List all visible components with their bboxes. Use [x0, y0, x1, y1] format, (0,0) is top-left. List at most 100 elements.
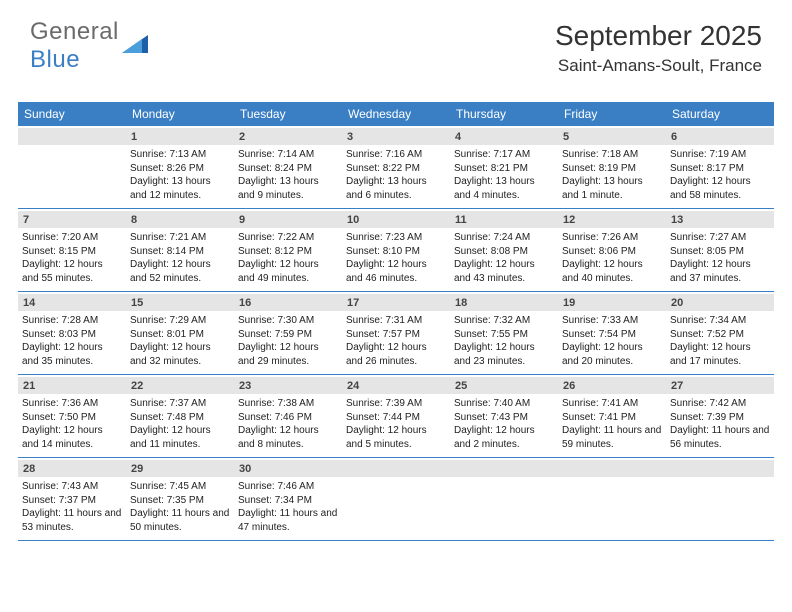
calendar-cell: 21Sunrise: 7:36 AMSunset: 7:50 PMDayligh… [18, 375, 126, 457]
daylight-line: Daylight: 12 hours and 55 minutes. [22, 258, 122, 285]
sunset-line: Sunset: 8:08 PM [454, 245, 554, 259]
day-header-cell: Tuesday [234, 102, 342, 126]
sunset-line: Sunset: 8:10 PM [346, 245, 446, 259]
logo-text-blue: Blue [30, 46, 80, 73]
calendar-cell: 5Sunrise: 7:18 AMSunset: 8:19 PMDaylight… [558, 126, 666, 208]
calendar-cell: 26Sunrise: 7:41 AMSunset: 7:41 PMDayligh… [558, 375, 666, 457]
sunset-line: Sunset: 8:21 PM [454, 162, 554, 176]
calendar-cell: 24 Sunrise: 7:39 AMSunset: 7:44 PMDayligh… [342, 375, 450, 457]
calendar-cell: 3Sunrise: 7:16 AMSunset: 8:22 PMDaylight… [342, 126, 450, 208]
calendar-cell: 16 Sunrise: 7:30 AMSunset: 7:59 PMDayligh… [234, 292, 342, 374]
sunset-line: Sunset: 7:44 PM [346, 411, 446, 425]
daylight-line: Daylight: 12 hours and 2 minutes. [454, 424, 554, 451]
sunset-line: Sunset: 7:34 PM [238, 494, 338, 508]
day-header-cell: Wednesday [342, 102, 450, 126]
sunrise-line: Sunrise: 7:23 AM [346, 231, 446, 245]
sunrise-line: Sunrise: 7:32 AM [454, 314, 554, 328]
calendar-cell [18, 126, 126, 208]
sunset-line: Sunset: 8:06 PM [562, 245, 662, 259]
sunset-line: Sunset: 7:39 PM [670, 411, 770, 425]
calendar-cell: 7Sunrise: 7:20 AMSunset: 8:15 PMDaylight… [18, 209, 126, 291]
sunrise-line: Sunrise: 7:16 AM [346, 148, 446, 162]
day-number: 1 [126, 128, 234, 145]
calendar-cell [666, 458, 774, 540]
calendar-cell: 6Sunrise: 7:19 AMSunset: 8:17 PMDaylight… [666, 126, 774, 208]
sunset-line: Sunset: 8:12 PM [238, 245, 338, 259]
month-title: September 2025 [555, 20, 762, 52]
day-header-cell: Sunday [18, 102, 126, 126]
day-number: 3 [342, 128, 450, 145]
calendar-cell: 4Sunrise: 7:17 AMSunset: 8:21 PMDaylight… [450, 126, 558, 208]
day-number: 22 [126, 377, 234, 394]
calendar-cell: 8Sunrise: 7:21 AMSunset: 8:14 PMDaylight… [126, 209, 234, 291]
sunrise-line: Sunrise: 7:28 AM [22, 314, 122, 328]
calendar-cell: 10 Sunrise: 7:23 AMSunset: 8:10 PMDayligh… [342, 209, 450, 291]
sunset-line: Sunset: 7:57 PM [346, 328, 446, 342]
sunrise-line: Sunrise: 7:34 AM [670, 314, 770, 328]
day-number: 19 [558, 294, 666, 311]
sunset-line: Sunset: 7:59 PM [238, 328, 338, 342]
daylight-line: Daylight: 12 hours and 14 minutes. [22, 424, 122, 451]
sunrise-line: Sunrise: 7:45 AM [130, 480, 230, 494]
sunset-line: Sunset: 7:46 PM [238, 411, 338, 425]
day-number: 29 [126, 460, 234, 477]
day-number: 7 [18, 211, 126, 228]
sunrise-line: Sunrise: 7:26 AM [562, 231, 662, 245]
daylight-line: Daylight: 12 hours and 58 minutes. [670, 175, 770, 202]
day-number: 8 [126, 211, 234, 228]
sunrise-line: Sunrise: 7:41 AM [562, 397, 662, 411]
day-number: 10 [342, 211, 450, 228]
day-number: 12 [558, 211, 666, 228]
daylight-line: Daylight: 12 hours and 20 minutes. [562, 341, 662, 368]
sunrise-line: Sunrise: 7:39 AM [346, 397, 446, 411]
day-number [342, 460, 450, 477]
sunset-line: Sunset: 8:15 PM [22, 245, 122, 259]
day-number: 16 [234, 294, 342, 311]
sunset-line: Sunset: 7:43 PM [454, 411, 554, 425]
day-number: 4 [450, 128, 558, 145]
day-number: 23 [234, 377, 342, 394]
sunrise-line: Sunrise: 7:42 AM [670, 397, 770, 411]
logo-text: General Blue [30, 18, 119, 74]
sunset-line: Sunset: 7:35 PM [130, 494, 230, 508]
day-number: 2 [234, 128, 342, 145]
day-header-cell: Monday [126, 102, 234, 126]
calendar-cell: 19Sunrise: 7:33 AMSunset: 7:54 PMDayligh… [558, 292, 666, 374]
sunrise-line: Sunrise: 7:21 AM [130, 231, 230, 245]
sunrise-line: Sunrise: 7:38 AM [238, 397, 338, 411]
daylight-line: Daylight: 11 hours and 53 minutes. [22, 507, 122, 534]
sunset-line: Sunset: 8:01 PM [130, 328, 230, 342]
daylight-line: Daylight: 12 hours and 8 minutes. [238, 424, 338, 451]
sunrise-line: Sunrise: 7:31 AM [346, 314, 446, 328]
header: September 2025 Saint-Amans-Soult, France [555, 20, 762, 76]
day-number: 18 [450, 294, 558, 311]
calendar-cell: 2Sunrise: 7:14 AMSunset: 8:24 PMDaylight… [234, 126, 342, 208]
daylight-line: Daylight: 12 hours and 29 minutes. [238, 341, 338, 368]
daylight-line: Daylight: 12 hours and 5 minutes. [346, 424, 446, 451]
calendar-cell: 17Sunrise: 7:31 AMSunset: 7:57 PMDayligh… [342, 292, 450, 374]
calendar-week: 28Sunrise: 7:43 AMSunset: 7:37 PMDayligh… [18, 458, 774, 541]
sunrise-line: Sunrise: 7:46 AM [238, 480, 338, 494]
sunset-line: Sunset: 7:41 PM [562, 411, 662, 425]
daylight-line: Daylight: 12 hours and 46 minutes. [346, 258, 446, 285]
daylight-line: Daylight: 12 hours and 35 minutes. [22, 341, 122, 368]
day-number: 28 [18, 460, 126, 477]
day-header-cell: Thursday [450, 102, 558, 126]
calendar-cell: 28Sunrise: 7:43 AMSunset: 7:37 PMDayligh… [18, 458, 126, 540]
day-number: 30 [234, 460, 342, 477]
day-number: 24 [342, 377, 450, 394]
sunrise-line: Sunrise: 7:30 AM [238, 314, 338, 328]
calendar-cell: 13Sunrise: 7:27 AMSunset: 8:05 PMDayligh… [666, 209, 774, 291]
daylight-line: Daylight: 12 hours and 17 minutes. [670, 341, 770, 368]
sunrise-line: Sunrise: 7:19 AM [670, 148, 770, 162]
calendar-cell: 27Sunrise: 7:42 AMSunset: 7:39 PMDayligh… [666, 375, 774, 457]
sunset-line: Sunset: 7:55 PM [454, 328, 554, 342]
daylight-line: Daylight: 12 hours and 43 minutes. [454, 258, 554, 285]
calendar: SundayMondayTuesdayWednesdayThursdayFrid… [18, 102, 774, 541]
daylight-line: Daylight: 12 hours and 52 minutes. [130, 258, 230, 285]
day-number: 14 [18, 294, 126, 311]
sunrise-line: Sunrise: 7:43 AM [22, 480, 122, 494]
calendar-cell [450, 458, 558, 540]
sunset-line: Sunset: 8:19 PM [562, 162, 662, 176]
sunrise-line: Sunrise: 7:37 AM [130, 397, 230, 411]
